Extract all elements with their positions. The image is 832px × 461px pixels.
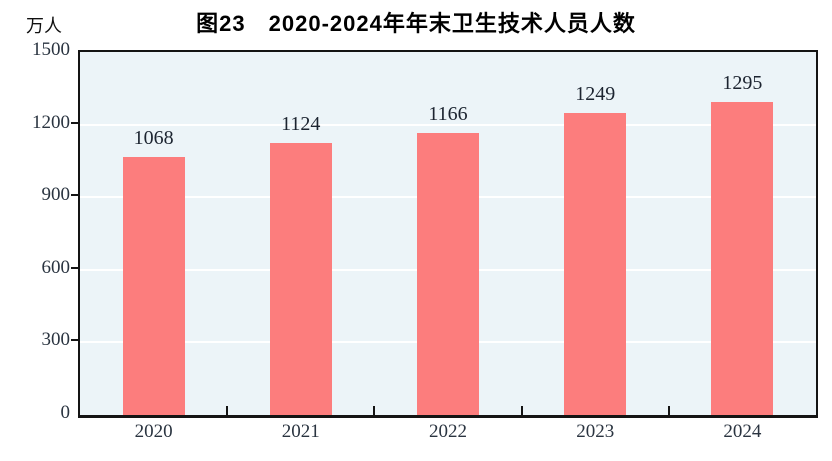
bar-value-label: 1166 bbox=[428, 102, 468, 125]
bar-value-label: 1295 bbox=[722, 71, 763, 94]
y-tick-label: 900 bbox=[41, 184, 71, 206]
y-tick-label: 600 bbox=[41, 256, 71, 278]
bar-value-label: 1068 bbox=[133, 126, 174, 149]
bar bbox=[122, 156, 185, 415]
y-axis-tick bbox=[71, 194, 80, 197]
y-axis-unit-label: 万人 bbox=[26, 16, 62, 36]
x-tick-label: 2020 bbox=[134, 421, 173, 442]
bar-value-label: 1124 bbox=[281, 113, 321, 135]
x-axis-tick bbox=[667, 406, 670, 415]
y-axis-tick bbox=[71, 121, 80, 124]
bar-value-label: 1249 bbox=[575, 82, 616, 105]
chart-title: 图23 2020-2024年年末卫生技术人员人数 bbox=[196, 11, 636, 36]
y-axis-tick bbox=[71, 266, 80, 269]
bar bbox=[417, 132, 479, 415]
x-axis-tick bbox=[226, 406, 229, 415]
bar bbox=[711, 101, 774, 415]
y-tick-label: 1200 bbox=[32, 111, 70, 133]
x-tick-label: 2022 bbox=[428, 421, 467, 442]
x-axis-tick bbox=[373, 406, 376, 415]
gridline bbox=[80, 123, 816, 126]
bar bbox=[564, 112, 627, 415]
bar bbox=[269, 143, 332, 415]
x-axis-tick bbox=[520, 406, 523, 415]
y-axis-tick bbox=[71, 339, 80, 342]
x-tick-label: 2021 bbox=[281, 421, 320, 442]
x-tick-label: 2023 bbox=[576, 421, 615, 442]
y-tick-label: 300 bbox=[41, 329, 71, 351]
y-tick-label: 0 bbox=[60, 402, 71, 423]
x-tick-label: 2024 bbox=[723, 421, 762, 442]
y-tick-label: 1500 bbox=[32, 39, 70, 60]
plot-area: 1068 1124 1166 1249 1295 bbox=[78, 50, 818, 418]
